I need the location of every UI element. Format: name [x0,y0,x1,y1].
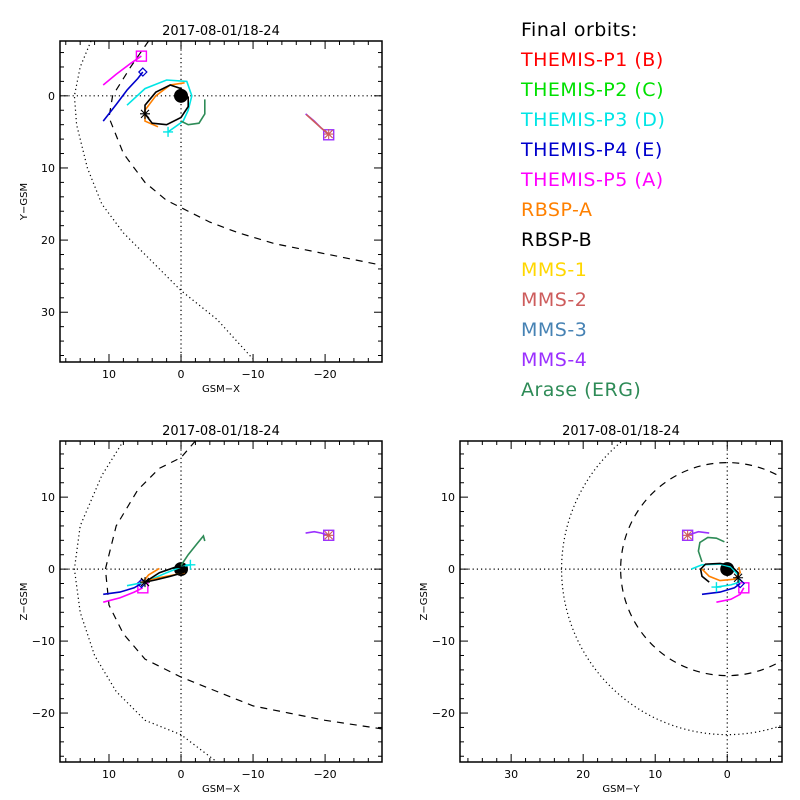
y-tick-label: −20 [32,707,55,720]
y-tick-label: 10 [41,491,55,504]
y-tick-label: 0 [48,563,55,576]
orbit-mms-4 [305,530,329,537]
y-tick-label: −10 [32,635,55,648]
x-axis-label: GSM−X [202,384,240,395]
panel-title: 2017-08-01/18-24 [162,424,280,439]
orbit-mms-4 [687,530,710,537]
y-axis-label: Y−GSM [19,183,30,221]
legend-item: THEMIS-P5 (A) [521,169,664,191]
orbit-themis-p4-e- [103,582,142,596]
x-axis-label: GSM−Y [602,784,640,795]
y-tick-label: 0 [48,90,55,103]
marker-themis-p5-a- [135,50,148,62]
marker-mms-2 [682,530,693,541]
y-tick-label: −10 [432,635,455,648]
x-tick-label: 0 [178,768,185,781]
bow-shock-boundary [73,441,218,762]
marker-mms-2 [323,530,334,541]
panel-title: 2017-08-01/18-24 [162,24,280,39]
magnetopause-boundary [620,462,782,677]
y-axis-label: Z−GSM [19,583,30,621]
legend-item: THEMIS-P2 (C) [521,79,664,101]
orbit-arase-erg- [180,99,206,126]
legend-item: THEMIS-P4 (E) [521,139,663,161]
marker-themis-p3-d- [185,559,196,570]
earth-marker [174,88,189,103]
legend-item: THEMIS-P3 (D) [521,109,666,131]
plot-area [460,441,782,762]
y-tick-label: 0 [448,563,455,576]
x-tick-label: 20 [576,768,590,781]
panel-yz: 30 20 10 0 10 0 −10 −20 2017-08-01/18-24 GSM−Y Z−G… [419,424,783,795]
x-tick-label: 30 [504,768,518,781]
marker-rbsp-b [733,572,744,583]
marker-rbsp-b [140,577,151,588]
orbit-rbsp-a [144,82,185,128]
x-tick-label: 10 [102,768,116,781]
plot-frame [59,40,383,363]
marker-rbsp-b [140,108,151,119]
legend-item: RBSP-B [521,229,593,251]
panel-xy: 10 0 −10 −20 0 10 20 30 2017-08-01/18-24 GSM−X Y−G… [19,24,383,395]
legend-item: MMS-2 [521,289,588,311]
marker-themis-p4-e- [137,67,148,77]
x-tick-label: −20 [313,768,336,781]
orbit-themis-p3-d- [126,79,193,133]
legend-item: THEMIS-P1 (B) [521,49,664,71]
y-tick-label: 10 [41,162,55,175]
panel-title: 2017-08-01/18-24 [562,424,680,439]
x-tick-label: 0 [724,768,731,781]
marker-themis-p3-d- [711,582,722,593]
y-tick-label: 30 [41,306,55,319]
orbit-themis-p4-e- [102,71,144,122]
orbit-themis-p5-a- [716,587,745,603]
x-tick-label: −10 [241,368,264,381]
y-tick-label: 10 [441,491,455,504]
plot-area [60,41,382,362]
y-tick-label: −20 [432,707,455,720]
orbit-rbsp-b [699,562,739,583]
legend-item: MMS-1 [521,259,588,281]
legend-item: MMS-4 [521,349,588,371]
orbit-rbsp-a [701,566,742,582]
panel-xz: 10 0 −10 −20 10 0 −10 −20 2017-08-01/18-24 GSM−X Z… [19,424,383,795]
plot-frame [459,440,783,763]
bow-shock-boundary [561,441,782,736]
orbit-themis-p4-e- [701,582,741,596]
bow-shock-boundary [73,41,254,360]
orbit-rbsp-b [144,566,188,583]
x-tick-label: 10 [102,368,116,381]
marker-mms-2 [323,129,334,140]
orbit-rbsp-b [144,84,189,126]
orbit-themis-p5-a- [102,587,144,603]
plot-area [60,441,382,762]
legend-item: RBSP-A [521,199,593,221]
x-tick-label: 10 [648,768,662,781]
magnetopause-boundary [108,41,382,266]
legend-item: MMS-3 [521,319,588,341]
x-tick-label: −20 [313,368,336,381]
x-tick-label: 0 [178,368,185,381]
y-tick-label: 20 [41,234,55,247]
orbit-arase-erg- [697,536,725,563]
magnetopause-boundary [104,441,382,730]
y-axis-label: Z−GSM [419,583,430,621]
orbit-arase-erg- [180,534,206,566]
legend-heading: Final orbits: [521,19,638,41]
marker-themis-p3-d- [163,126,174,137]
legend: Final orbits: THEMIS-P1 (B) THEMIS-P2 (C… [521,15,665,405]
legend-item: Arase (ERG) [521,379,642,401]
x-axis-label: GSM−X [202,784,240,795]
x-tick-label: −10 [241,768,264,781]
plot-frame [59,440,383,763]
